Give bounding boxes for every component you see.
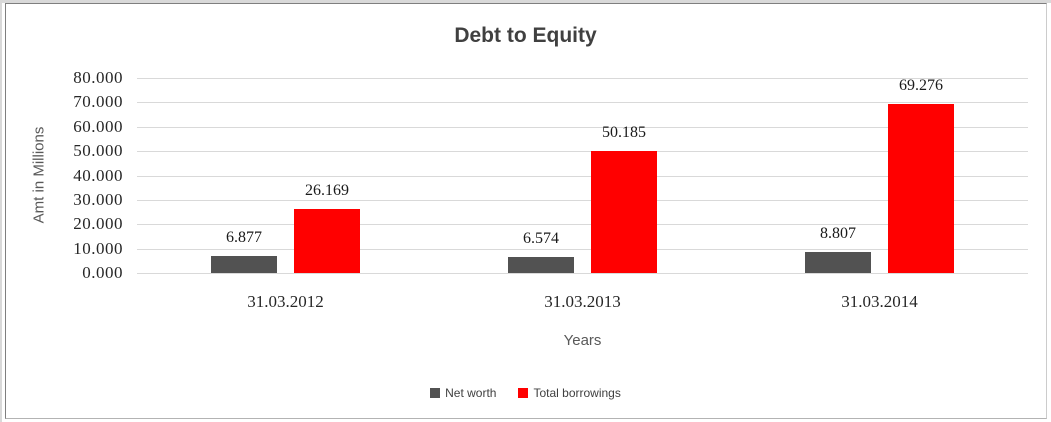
gridline <box>137 176 1028 177</box>
y-axis-tick-label: 40.000 <box>73 166 123 185</box>
x-axis-title: Years <box>563 332 602 349</box>
bar-net-worth <box>211 256 277 273</box>
y-axis-tick-label: 60.000 <box>73 117 123 136</box>
bar-net-worth <box>805 252 871 273</box>
legend-swatch-icon <box>430 388 441 398</box>
gridline <box>137 249 1028 250</box>
bar-total-borrowings <box>294 209 360 273</box>
gridline <box>137 200 1028 201</box>
gridline <box>137 127 1028 128</box>
y-axis-tick-label: 10.000 <box>73 239 123 258</box>
gridline <box>137 102 1028 103</box>
y-axis-tick-label: 20.000 <box>73 214 123 233</box>
y-axis-tick-label: 30.000 <box>73 190 123 209</box>
chart-border-frame <box>5 3 1047 419</box>
bar-total-borrowings <box>591 151 657 273</box>
legend-swatch-icon <box>518 388 529 398</box>
data-label: 8.807 <box>820 225 856 242</box>
gridline <box>137 224 1028 225</box>
x-axis-tick-label: 31.03.2012 <box>247 292 324 311</box>
data-label: 69.276 <box>899 77 943 94</box>
legend-label: Total borrowings <box>533 386 621 400</box>
legend-label: Net worth <box>445 386 497 400</box>
y-axis-tick-label: 0.000 <box>82 263 123 282</box>
y-axis-tick-label: 50.000 <box>73 141 123 160</box>
x-axis-tick-label: 31.03.2014 <box>841 292 918 311</box>
data-label: 50.185 <box>602 124 646 141</box>
page-edge-top <box>0 0 1051 3</box>
y-axis-tick-label: 80.000 <box>73 68 123 87</box>
data-label: 26.169 <box>305 182 349 199</box>
chart-title: Debt to Equity <box>454 24 597 47</box>
y-axis-tick-label: 70.000 <box>73 92 123 111</box>
legend: Net worth Total borrowings <box>0 386 1051 400</box>
legend-item: Total borrowings <box>518 386 621 400</box>
bar-net-worth <box>508 257 574 273</box>
x-axis-tick-label: 31.03.2013 <box>544 292 621 311</box>
data-label: 6.877 <box>226 229 262 246</box>
gridline <box>137 273 1028 274</box>
data-label: 6.574 <box>523 230 559 247</box>
gridline <box>137 78 1028 79</box>
gridline <box>137 151 1028 152</box>
legend-item: Net worth <box>430 386 496 400</box>
page-edge-left <box>0 0 2 422</box>
bar-total-borrowings <box>888 104 954 273</box>
